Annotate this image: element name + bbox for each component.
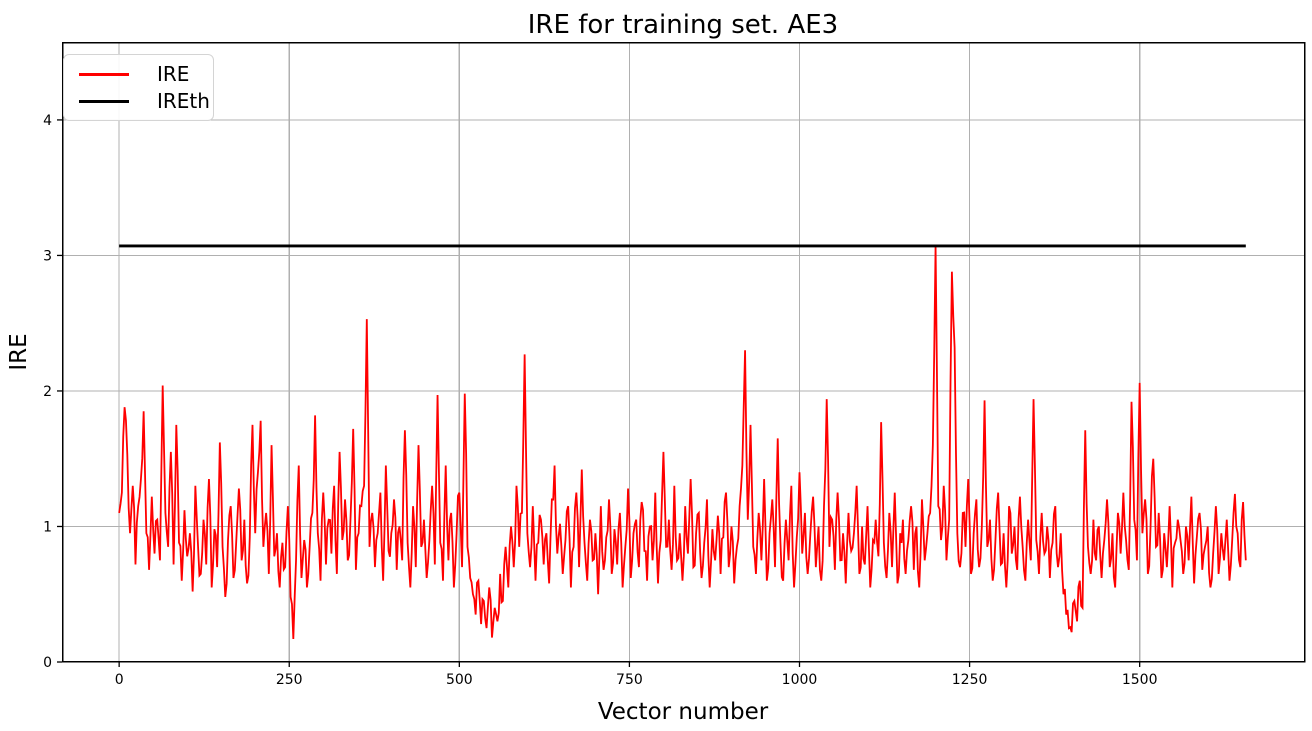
ire-series-line xyxy=(118,245,1247,639)
x-tick-label: 1500 xyxy=(1122,672,1158,688)
y-tick-label: 1 xyxy=(43,519,52,535)
chart-title: IRE for training set. AE3 xyxy=(528,10,838,40)
y-tick-label: 2 xyxy=(43,384,52,400)
x-tick-label: 500 xyxy=(446,672,473,688)
axes-spines xyxy=(61,41,1306,663)
legend-label-ire: IRE xyxy=(157,62,190,86)
x-tick-label: 250 xyxy=(276,672,303,688)
grid-layer xyxy=(62,42,1305,663)
data-layer xyxy=(118,244,1247,639)
x-axis-label: Vector number xyxy=(598,699,769,725)
x-tick-label: 1250 xyxy=(952,672,988,688)
legend-entry-ire: IRE xyxy=(79,64,213,84)
y-axis-label: IRE xyxy=(6,333,32,370)
x-tick-label: 0 xyxy=(115,672,124,688)
legend-label-ireth: IREth xyxy=(157,89,210,113)
axis-layer: 0 250 500 750 1000 1250 1500 0 1 2 3 4 xyxy=(43,41,1306,688)
x-tick-label: 1000 xyxy=(782,672,818,688)
y-tick-label: 0 xyxy=(43,655,52,671)
ireth-legend-line-sample xyxy=(79,99,129,103)
y-tick-label: 4 xyxy=(43,113,52,129)
legend-entry-ireth: IREth xyxy=(79,91,213,111)
legend: IRE IREth xyxy=(63,54,214,121)
x-tick-label: 750 xyxy=(616,672,643,688)
y-tick-label: 3 xyxy=(43,248,52,264)
ire-legend-line-sample xyxy=(79,72,129,76)
